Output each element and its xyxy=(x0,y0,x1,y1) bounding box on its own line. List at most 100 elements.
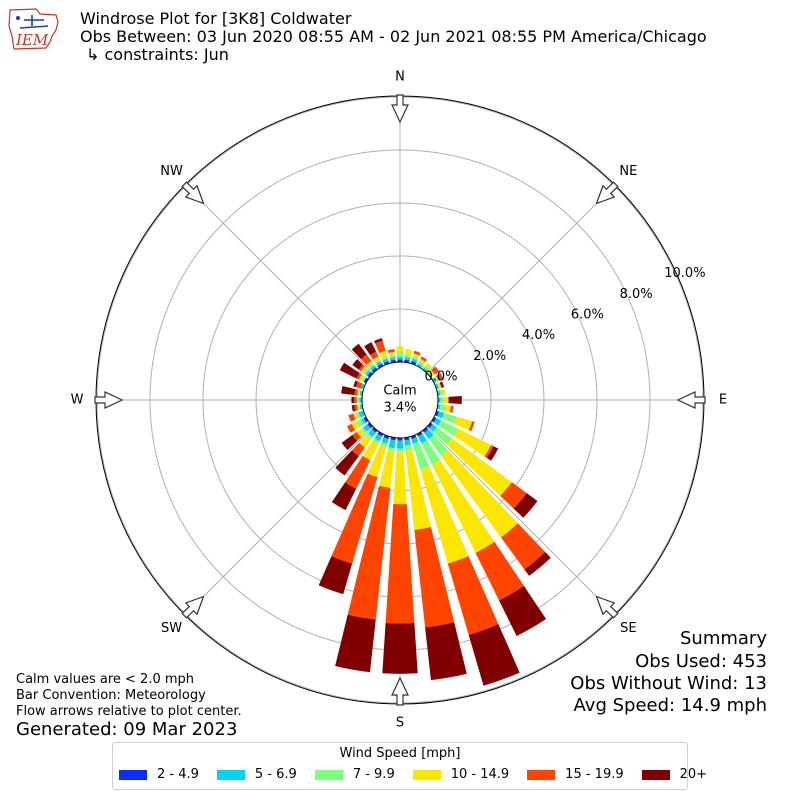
legend-swatch xyxy=(119,769,147,780)
wind-bar-segment xyxy=(365,370,371,376)
wind-bar-segment xyxy=(412,353,420,358)
wind-bar-segment xyxy=(421,440,441,465)
wind-bar-segment xyxy=(416,363,423,369)
wind-bar-segment xyxy=(347,485,391,620)
wind-bar-segment xyxy=(362,440,379,461)
grid-spoke xyxy=(184,399,401,616)
compass-arrows xyxy=(94,94,706,706)
wind-bar-segment xyxy=(345,455,371,489)
wind-bar-segment xyxy=(361,375,367,382)
windrose-bars xyxy=(318,338,551,686)
wind-bar-segment xyxy=(411,358,418,363)
wind-bar-segment xyxy=(375,361,382,367)
summary-avg-speed: Avg Speed: 14.9 mph xyxy=(573,695,767,716)
legend-item: 2 - 4.9 xyxy=(119,767,199,782)
compass-label: N xyxy=(395,70,405,85)
wind-bar-segment xyxy=(500,482,527,509)
wind-bar-segment xyxy=(404,354,411,358)
compass-arrow-icon xyxy=(595,595,619,619)
wind-bar-segment xyxy=(448,396,462,404)
grid-spoke xyxy=(184,184,401,401)
wind-bar-segment xyxy=(434,383,440,390)
wind-bar-segment xyxy=(410,434,417,440)
wind-bar-segment xyxy=(449,405,454,413)
legend-item: 10 - 14.9 xyxy=(412,767,510,782)
wind-bar-segment xyxy=(363,416,369,423)
compass-label: NW xyxy=(160,164,183,179)
wind-bar-segment xyxy=(420,466,469,564)
wind-bar-segment xyxy=(351,405,356,412)
wind-bar-segment xyxy=(437,411,445,419)
wind-bar-segment xyxy=(331,482,357,511)
flow-arrows-note: Flow arrows relative to plot center. xyxy=(16,704,242,719)
legend-item: 7 - 9.9 xyxy=(314,767,395,782)
wind-bar-segment xyxy=(370,351,379,360)
wind-bar-segment xyxy=(374,433,382,442)
wind-bar-segment xyxy=(393,451,407,505)
wind-bar-segment xyxy=(389,354,396,358)
wind-bar-segment xyxy=(396,448,404,452)
wind-bar-segment xyxy=(385,504,415,624)
radial-tick-label: 4.0% xyxy=(522,328,555,343)
calm-value: 3.4% xyxy=(383,401,416,416)
wind-bar-segment xyxy=(358,364,365,372)
wind-bar-segment xyxy=(396,346,404,352)
wind-bar-segment xyxy=(420,356,427,362)
wind-bar-segment xyxy=(422,427,429,433)
wind-bar-segment xyxy=(412,442,430,470)
calm-label: Calm xyxy=(383,384,416,399)
wind-bar-segment xyxy=(433,418,442,426)
wind-bar-segment xyxy=(368,362,375,369)
wind-bar-segment xyxy=(475,541,525,601)
wind-bar-segment xyxy=(351,421,360,430)
wind-bar-segment xyxy=(453,428,492,457)
wind-bar-segment xyxy=(373,356,380,362)
wind-bar-segment xyxy=(439,381,445,388)
wind-bar-segment xyxy=(366,433,373,440)
calm-note: Calm values are < 2.0 mph xyxy=(16,672,195,687)
wind-bar-segment xyxy=(353,412,358,420)
legend-label: 7 - 9.9 xyxy=(352,767,395,782)
legend-label: 10 - 14.9 xyxy=(450,767,510,782)
legend-item: 5 - 6.9 xyxy=(216,767,297,782)
wind-bar-segment xyxy=(439,389,444,396)
wind-bar-segment xyxy=(431,366,440,375)
compass-arrow-icon xyxy=(181,181,205,205)
wind-bar-segment xyxy=(367,422,373,429)
wind-bar-segment xyxy=(341,435,358,451)
wind-bar-segment xyxy=(447,556,499,635)
wind-bar-segment xyxy=(375,340,386,354)
wind-bar-segment xyxy=(437,382,442,389)
wind-bar-segment xyxy=(438,420,458,436)
wind-bar-segment xyxy=(382,358,389,363)
wind-bar-segment xyxy=(379,350,388,358)
wind-bar-segment xyxy=(379,449,395,488)
wind-bar-segment xyxy=(368,429,376,438)
wind-bar-segment xyxy=(352,431,362,441)
wind-bar-segment xyxy=(424,365,430,371)
wind-bar-segment xyxy=(360,354,372,365)
grid-spoke xyxy=(399,399,616,616)
wind-bar-segment xyxy=(440,397,444,403)
compass-label: NE xyxy=(619,164,637,179)
wind-bar-segment xyxy=(431,377,437,384)
legend-label: 20+ xyxy=(679,767,708,782)
wind-bar-segment xyxy=(381,355,388,361)
summary-obs-no-wind: Obs Without Wind: 13 xyxy=(570,673,767,694)
wind-bar-segment xyxy=(354,397,357,403)
wind-bar-segment xyxy=(356,428,365,438)
summary-obs-used: Obs Used: 453 xyxy=(635,651,767,672)
wind-bar-segment xyxy=(360,383,366,390)
wind-bar-segment xyxy=(371,367,378,373)
wind-bar-segment xyxy=(339,362,360,379)
wind-bar-segment xyxy=(363,377,369,384)
wind-bar-segment xyxy=(405,444,413,451)
wind-bar-segment xyxy=(374,338,383,344)
wind-bar-segment xyxy=(412,355,419,361)
wind-bar-segment xyxy=(377,363,384,369)
iem-logo: IEM xyxy=(8,8,59,50)
wind-bar-segment xyxy=(356,373,362,380)
wind-bar-segment xyxy=(437,397,441,403)
wind-bar-segment xyxy=(411,437,419,445)
